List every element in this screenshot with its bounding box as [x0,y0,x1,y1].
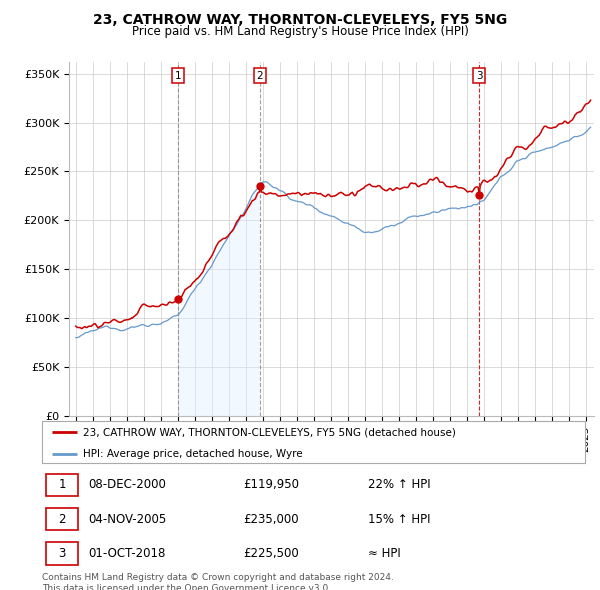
Text: 15% ↑ HPI: 15% ↑ HPI [368,513,430,526]
FancyBboxPatch shape [46,542,78,565]
Text: 3: 3 [58,547,66,560]
Text: Price paid vs. HM Land Registry's House Price Index (HPI): Price paid vs. HM Land Registry's House … [131,25,469,38]
Text: 2: 2 [58,513,66,526]
Text: 1: 1 [58,478,66,491]
Text: £225,500: £225,500 [243,547,299,560]
Text: £235,000: £235,000 [243,513,299,526]
Text: ≈ HPI: ≈ HPI [368,547,401,560]
Text: £119,950: £119,950 [243,478,299,491]
FancyBboxPatch shape [46,508,78,530]
Text: 1: 1 [175,71,181,81]
Text: 23, CATHROW WAY, THORNTON-CLEVELEYS, FY5 5NG (detached house): 23, CATHROW WAY, THORNTON-CLEVELEYS, FY5… [83,427,455,437]
Text: 08-DEC-2000: 08-DEC-2000 [88,478,166,491]
FancyBboxPatch shape [46,474,78,496]
Text: 3: 3 [476,71,482,81]
Text: HPI: Average price, detached house, Wyre: HPI: Average price, detached house, Wyre [83,449,302,459]
Text: 23, CATHROW WAY, THORNTON-CLEVELEYS, FY5 5NG: 23, CATHROW WAY, THORNTON-CLEVELEYS, FY5… [93,13,507,27]
Text: Contains HM Land Registry data © Crown copyright and database right 2024.
This d: Contains HM Land Registry data © Crown c… [42,573,394,590]
Text: 04-NOV-2005: 04-NOV-2005 [88,513,166,526]
Text: 22% ↑ HPI: 22% ↑ HPI [368,478,430,491]
Text: 01-OCT-2018: 01-OCT-2018 [88,547,166,560]
Text: 2: 2 [257,71,263,81]
